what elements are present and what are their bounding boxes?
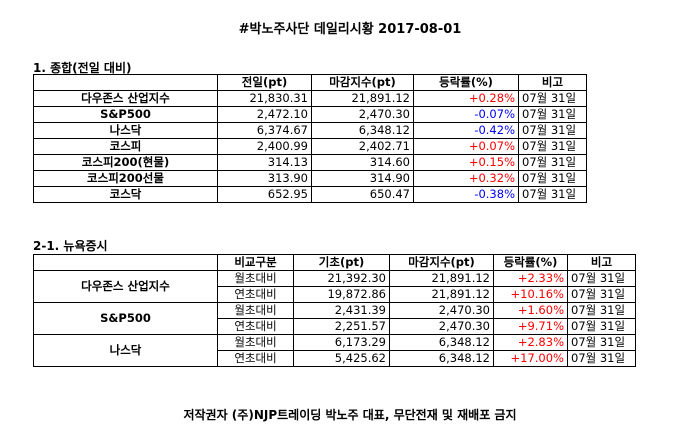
note-value: 07월 31일 bbox=[567, 270, 636, 287]
table-row: 연초대비 19,872.86 21,891.12 +10.16% 07월 31일 bbox=[34, 286, 636, 303]
summary-table: 전일(pt) 마감지수(pt) 등락률(%) 비고 다우존스 산업지수 21,8… bbox=[33, 74, 587, 203]
header-cell: 비고 bbox=[567, 254, 636, 271]
table-row: 코스피 2,400.99 2,402.71 +0.07% 07월 31일 bbox=[33, 138, 587, 155]
table-row: 코스피200(현물) 314.13 314.60 +0.15% 07월 31일 bbox=[33, 154, 587, 171]
close-value: 6,348.12 bbox=[389, 350, 494, 367]
copyright-footer: 저작권자 (주)NJP트레이딩 박노주 대표, 무단전재 및 재배포 금지 bbox=[183, 408, 517, 422]
compare-type: 연초대비 bbox=[217, 318, 294, 335]
index-name: 다우존스 산업지수 bbox=[33, 270, 218, 303]
note-value: 07월 31일 bbox=[567, 286, 636, 303]
note-value: 07월 31일 bbox=[567, 334, 636, 351]
compare-type: 연초대비 bbox=[217, 286, 294, 303]
header-cell: 마감지수(pt) bbox=[389, 254, 494, 271]
note-value: 07월 31일 bbox=[567, 350, 636, 367]
index-name: 나스닥 bbox=[33, 334, 218, 367]
index-name: S&P500 bbox=[33, 106, 218, 123]
header-cell bbox=[33, 74, 218, 91]
prev-value: 6,374.67 bbox=[217, 122, 312, 139]
note-value: 07월 31일 bbox=[518, 186, 587, 203]
change-value: +1.60% bbox=[493, 302, 568, 319]
change-value: +0.07% bbox=[413, 138, 519, 155]
header-cell: 마감지수(pt) bbox=[311, 74, 414, 91]
index-name: 코스닥 bbox=[33, 186, 218, 203]
table-row: 다우존스 산업지수 월초대비 21,392.30 21,891.12 +2.33… bbox=[33, 270, 636, 303]
change-value: -0.07% bbox=[413, 106, 519, 123]
header-cell: 비고 bbox=[518, 74, 587, 91]
base-value: 21,392.30 bbox=[293, 270, 390, 287]
close-value: 21,891.12 bbox=[311, 90, 414, 107]
index-name: 나스닥 bbox=[33, 122, 218, 139]
table-row: S&P500 월초대비 2,431.39 2,470.30 +1.60% 07월… bbox=[33, 302, 636, 335]
change-value: +0.15% bbox=[413, 154, 519, 171]
base-value: 2,251.57 bbox=[293, 318, 390, 335]
nyse-table: 비교구분 기초(pt) 마감지수(pt) 등락률(%) 비고 다우존스 산업지수… bbox=[33, 254, 636, 367]
change-value: -0.42% bbox=[413, 122, 519, 139]
prev-value: 2,472.10 bbox=[217, 106, 312, 123]
change-value: +10.16% bbox=[493, 286, 568, 303]
summary-header-row: 전일(pt) 마감지수(pt) 등락률(%) 비고 bbox=[33, 74, 587, 91]
base-value: 5,425.62 bbox=[293, 350, 390, 367]
prev-value: 2,400.99 bbox=[217, 138, 312, 155]
header-cell: 등락률(%) bbox=[413, 74, 519, 91]
note-value: 07월 31일 bbox=[518, 138, 587, 155]
close-value: 2,402.71 bbox=[311, 138, 414, 155]
index-name: 코스피 bbox=[33, 138, 218, 155]
change-value: +0.28% bbox=[413, 90, 519, 107]
header-cell bbox=[33, 254, 218, 271]
section-heading-summary: 1. 종합(전일 대비) bbox=[33, 61, 132, 75]
table-row: 연초대비 5,425.62 6,348.12 +17.00% 07월 31일 bbox=[34, 350, 636, 367]
prev-value: 313.90 bbox=[217, 170, 312, 187]
compare-type: 월초대비 bbox=[217, 302, 294, 319]
close-value: 2,470.30 bbox=[311, 106, 414, 123]
note-value: 07월 31일 bbox=[518, 122, 587, 139]
note-value: 07월 31일 bbox=[518, 154, 587, 171]
close-value: 2,470.30 bbox=[389, 302, 494, 319]
close-value: 2,470.30 bbox=[389, 318, 494, 335]
close-value: 6,348.12 bbox=[389, 334, 494, 351]
header-cell: 전일(pt) bbox=[217, 74, 312, 91]
index-name: 코스피200선물 bbox=[33, 170, 218, 187]
change-value: +9.71% bbox=[493, 318, 568, 335]
table-row: 나스닥 월초대비 6,173.29 6,348.12 +2.83% 07월 31… bbox=[33, 334, 636, 367]
change-value: +0.32% bbox=[413, 170, 519, 187]
note-value: 07월 31일 bbox=[567, 318, 636, 335]
table-row: 코스피200선물 313.90 314.90 +0.32% 07월 31일 bbox=[33, 170, 587, 187]
change-value: +2.33% bbox=[493, 270, 568, 287]
close-value: 21,891.12 bbox=[389, 270, 494, 287]
page-title: #박노주사단 데일리시황 2017-08-01 bbox=[238, 22, 462, 37]
change-value: +2.83% bbox=[493, 334, 568, 351]
index-name: 코스피200(현물) bbox=[33, 154, 218, 171]
note-value: 07월 31일 bbox=[518, 170, 587, 187]
table-row: 나스닥 6,374.67 6,348.12 -0.42% 07월 31일 bbox=[33, 122, 587, 139]
close-value: 314.90 bbox=[311, 170, 414, 187]
close-value: 6,348.12 bbox=[311, 122, 414, 139]
change-value: -0.38% bbox=[413, 186, 519, 203]
section-heading-nyse: 2-1. 뉴욕증시 bbox=[33, 239, 108, 253]
close-value: 21,891.12 bbox=[389, 286, 494, 303]
index-name: S&P500 bbox=[33, 302, 218, 335]
prev-value: 652.95 bbox=[217, 186, 312, 203]
header-cell: 등락률(%) bbox=[493, 254, 568, 271]
index-name: 다우존스 산업지수 bbox=[33, 90, 218, 107]
header-cell: 비교구분 bbox=[217, 254, 294, 271]
header-cell: 기초(pt) bbox=[293, 254, 390, 271]
close-value: 650.47 bbox=[311, 186, 414, 203]
table-row: 코스닥 652.95 650.47 -0.38% 07월 31일 bbox=[33, 186, 587, 203]
nyse-header-row: 비교구분 기초(pt) 마감지수(pt) 등락률(%) 비고 bbox=[33, 254, 636, 271]
note-value: 07월 31일 bbox=[518, 106, 587, 123]
prev-value: 21,830.31 bbox=[217, 90, 312, 107]
compare-type: 월초대비 bbox=[217, 270, 294, 287]
note-value: 07월 31일 bbox=[567, 302, 636, 319]
compare-type: 연초대비 bbox=[217, 350, 294, 367]
change-value: +17.00% bbox=[493, 350, 568, 367]
base-value: 19,872.86 bbox=[293, 286, 390, 303]
table-row: 다우존스 산업지수 21,830.31 21,891.12 +0.28% 07월… bbox=[33, 90, 587, 107]
close-value: 314.60 bbox=[311, 154, 414, 171]
compare-type: 월초대비 bbox=[217, 334, 294, 351]
base-value: 6,173.29 bbox=[293, 334, 390, 351]
base-value: 2,431.39 bbox=[293, 302, 390, 319]
note-value: 07월 31일 bbox=[518, 90, 587, 107]
prev-value: 314.13 bbox=[217, 154, 312, 171]
table-row: S&P500 2,472.10 2,470.30 -0.07% 07월 31일 bbox=[33, 106, 587, 123]
